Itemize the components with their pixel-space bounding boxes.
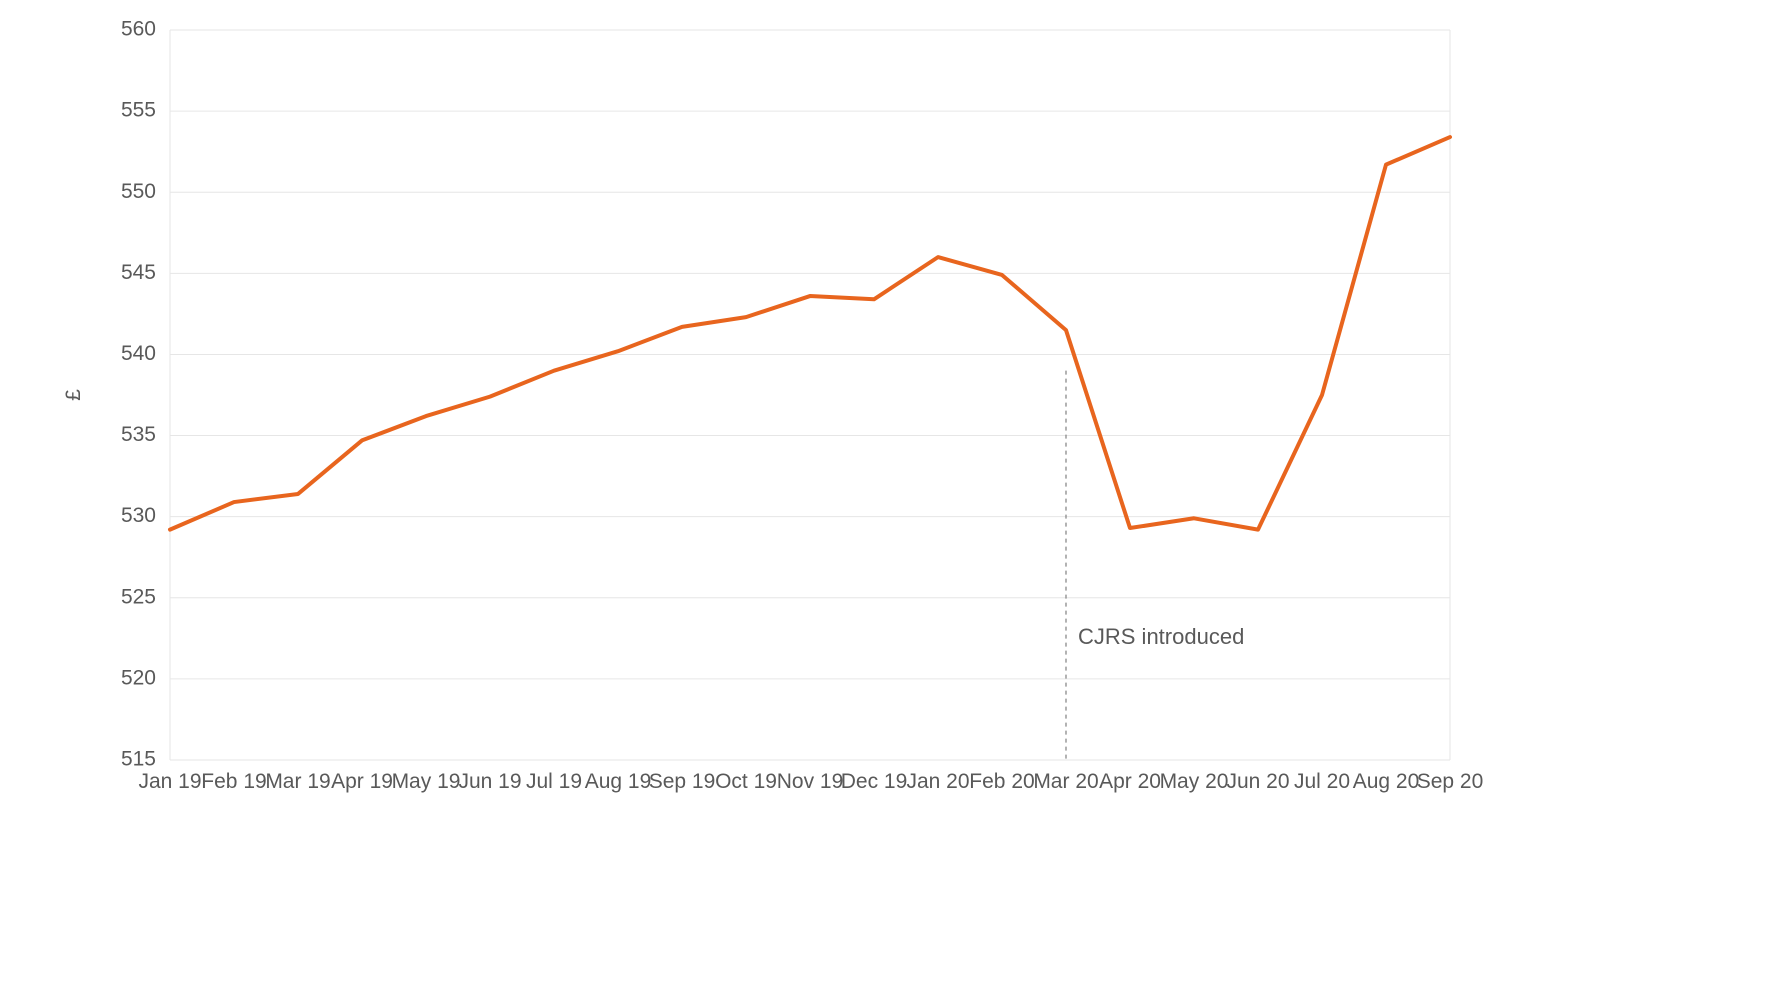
- annotation-label: CJRS introduced: [1078, 624, 1244, 649]
- line-chart: 515520525530535540545550555560Jan 19Feb …: [0, 0, 1769, 986]
- x-tick-label: Aug 19: [585, 770, 652, 793]
- x-tick-label: Mar 19: [265, 770, 330, 793]
- x-tick-label: Aug 20: [1353, 770, 1420, 793]
- y-axis-title: £: [62, 389, 85, 401]
- x-tick-label: Jun 20: [1226, 770, 1289, 793]
- x-tick-label: May 19: [392, 770, 461, 793]
- y-tick-label: 530: [121, 504, 156, 527]
- x-tick-label: Jul 20: [1294, 770, 1350, 793]
- x-tick-label: Apr 19: [331, 770, 393, 793]
- y-tick-label: 520: [121, 666, 156, 689]
- chart-svg: 515520525530535540545550555560Jan 19Feb …: [0, 0, 1769, 986]
- y-tick-label: 540: [121, 342, 156, 365]
- y-tick-label: 535: [121, 423, 156, 446]
- x-tick-label: Sep 19: [649, 770, 716, 793]
- x-tick-label: Apr 20: [1099, 770, 1161, 793]
- x-tick-label: Feb 20: [969, 770, 1034, 793]
- x-tick-label: Dec 19: [841, 770, 908, 793]
- x-tick-label: Feb 19: [201, 770, 266, 793]
- x-tick-label: Oct 19: [715, 770, 777, 793]
- x-tick-label: Jan 20: [906, 770, 969, 793]
- x-tick-label: Nov 19: [777, 770, 844, 793]
- y-tick-label: 550: [121, 180, 156, 203]
- x-tick-label: Jan 19: [138, 770, 201, 793]
- y-tick-label: 545: [121, 261, 156, 284]
- x-tick-label: Mar 20: [1033, 770, 1098, 793]
- x-tick-label: Jul 19: [526, 770, 582, 793]
- y-tick-label: 515: [121, 748, 156, 771]
- x-tick-label: Jun 19: [458, 770, 521, 793]
- y-tick-label: 525: [121, 585, 156, 608]
- x-tick-label: Sep 20: [1417, 770, 1484, 793]
- y-tick-label: 555: [121, 99, 156, 122]
- y-tick-label: 560: [121, 18, 156, 41]
- x-tick-label: May 20: [1160, 770, 1229, 793]
